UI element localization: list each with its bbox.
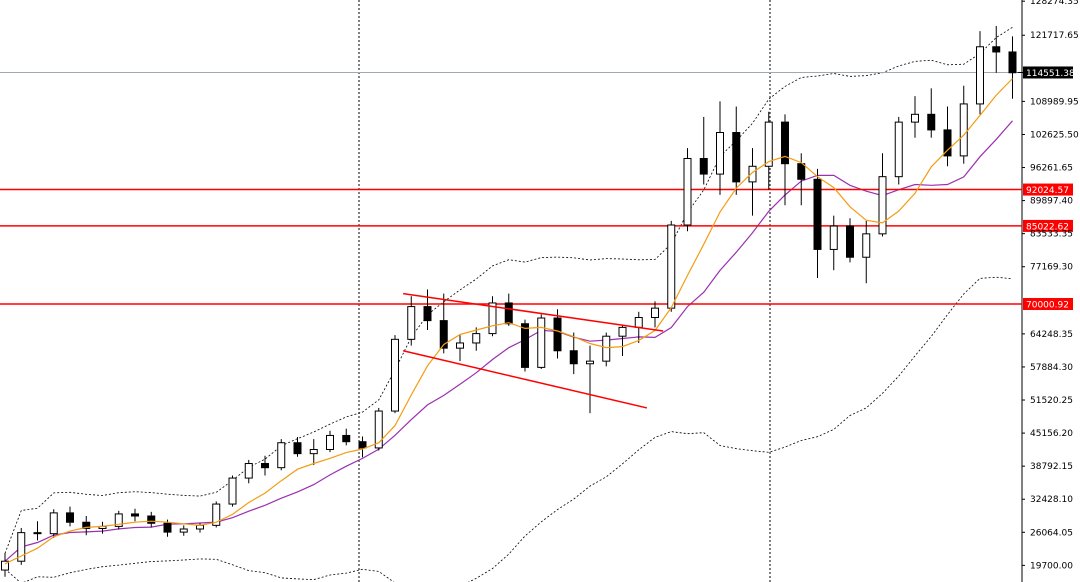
bearish-candle[interactable] — [33, 532, 42, 535]
bullish-candle[interactable] — [1, 560, 9, 571]
bullish-candle[interactable] — [911, 113, 919, 123]
bearish-candle[interactable] — [813, 178, 822, 250]
horizontal-level-label-bg — [1023, 297, 1073, 310]
bullish-candle[interactable] — [683, 157, 692, 226]
bearish-candle[interactable] — [569, 350, 578, 365]
bullish-candle[interactable] — [862, 233, 871, 258]
y-tick-label: 108989.95 — [1030, 97, 1079, 107]
bearish-candle[interactable] — [943, 129, 952, 157]
bollinger-lower-band — [4, 276, 1013, 582]
bearish-candle[interactable] — [699, 157, 708, 175]
bearish-candle[interactable] — [553, 317, 562, 352]
bullish-candle[interactable] — [667, 224, 676, 309]
bullish-candle[interactable] — [894, 121, 903, 178]
y-tick-label: 45156.20 — [1030, 429, 1073, 439]
bearish-candle[interactable] — [423, 306, 432, 322]
y-tick-label: 57884.30 — [1030, 363, 1073, 373]
bearish-candle[interactable] — [732, 132, 741, 183]
bullish-candle[interactable] — [277, 442, 286, 469]
y-tick-label: 32428.10 — [1030, 495, 1073, 505]
current-price-label: 114551.38 — [1026, 69, 1075, 79]
bearish-candle[interactable] — [797, 163, 806, 180]
bearish-candle[interactable] — [439, 320, 448, 349]
y-tick-label: 128274.35 — [1030, 0, 1079, 7]
bullish-candle[interactable] — [602, 335, 611, 362]
bullish-candle[interactable] — [618, 326, 627, 337]
bullish-candle[interactable] — [878, 176, 887, 235]
trendline[interactable] — [403, 292, 664, 332]
bullish-candle[interactable] — [309, 448, 318, 455]
bearish-candle[interactable] — [992, 46, 1001, 53]
y-tick-label: 77169.30 — [1030, 263, 1073, 273]
bullish-candle[interactable] — [651, 307, 659, 319]
y-tick-label: 64248.35 — [1030, 330, 1073, 340]
bearish-candle[interactable] — [781, 121, 789, 165]
bullish-candle[interactable] — [244, 463, 253, 479]
bearish-candle[interactable] — [521, 323, 529, 368]
bearish-candle[interactable] — [293, 442, 302, 455]
bullish-candle[interactable] — [179, 528, 188, 533]
bollinger-upper-band — [4, 26, 1013, 554]
bearish-candle[interactable] — [66, 512, 74, 523]
y-tick-label: 89897.40 — [1030, 197, 1073, 207]
y-tick-label: 121717.65 — [1030, 31, 1079, 41]
bearish-candle[interactable] — [846, 225, 854, 258]
horizontal-level-label-bg — [1023, 219, 1073, 232]
bearish-candle[interactable] — [147, 515, 156, 524]
bullish-candle[interactable] — [228, 477, 237, 505]
bullish-candle[interactable] — [114, 513, 123, 527]
bullish-candle[interactable] — [407, 306, 416, 340]
bullish-candle[interactable] — [488, 302, 497, 335]
bullish-candle[interactable] — [17, 532, 26, 562]
bearish-candle[interactable] — [82, 521, 91, 529]
horizontal-level-label: 85022.62 — [1026, 222, 1069, 232]
bullish-candle[interactable] — [326, 434, 334, 450]
bullish-candle[interactable] — [537, 317, 546, 368]
y-tick-label: 96261.65 — [1030, 164, 1073, 174]
horizontal-level-label-bg — [1023, 183, 1073, 196]
bearish-candle[interactable] — [927, 113, 936, 131]
bullish-candle[interactable] — [374, 410, 383, 449]
y-tick-label: 83533.35 — [1030, 230, 1073, 240]
bearish-candle[interactable] — [1008, 51, 1017, 74]
bullish-candle[interactable] — [764, 121, 773, 167]
moving-average-fast — [4, 78, 1013, 565]
moving-average-slow — [4, 120, 1013, 562]
bullish-candle[interactable] — [959, 103, 968, 157]
y-tick-label: 19700.00 — [1030, 561, 1073, 571]
bearish-candle[interactable] — [261, 463, 269, 469]
trendline[interactable] — [402, 350, 648, 409]
bearish-candle[interactable] — [358, 441, 367, 449]
bullish-candle[interactable] — [716, 132, 724, 175]
bullish-candle[interactable] — [829, 225, 838, 250]
y-tick-label: 102625.50 — [1030, 130, 1079, 140]
bullish-candle[interactable] — [748, 165, 757, 183]
bullish-candle[interactable] — [391, 338, 399, 412]
bearish-candle[interactable] — [504, 302, 513, 325]
bullish-candle[interactable] — [634, 317, 643, 328]
bullish-candle[interactable] — [976, 46, 984, 105]
bearish-candle[interactable] — [163, 522, 172, 533]
horizontal-level-label: 92024.57 — [1026, 186, 1069, 196]
y-tick-label: 51520.25 — [1030, 396, 1073, 406]
current-price-label-bg — [1023, 66, 1073, 79]
bearish-candle[interactable] — [131, 513, 139, 517]
bullish-candle[interactable] — [586, 360, 594, 365]
bullish-candle[interactable] — [49, 512, 58, 535]
bearish-candle[interactable] — [342, 434, 351, 443]
horizontal-level-label: 70000.92 — [1026, 300, 1069, 310]
bullish-candle[interactable] — [472, 333, 481, 344]
y-tick-label: 38792.15 — [1030, 462, 1073, 472]
bullish-candle[interactable] — [212, 503, 221, 526]
bullish-candle[interactable] — [456, 342, 464, 349]
y-tick-label: 26064.05 — [1030, 528, 1073, 538]
